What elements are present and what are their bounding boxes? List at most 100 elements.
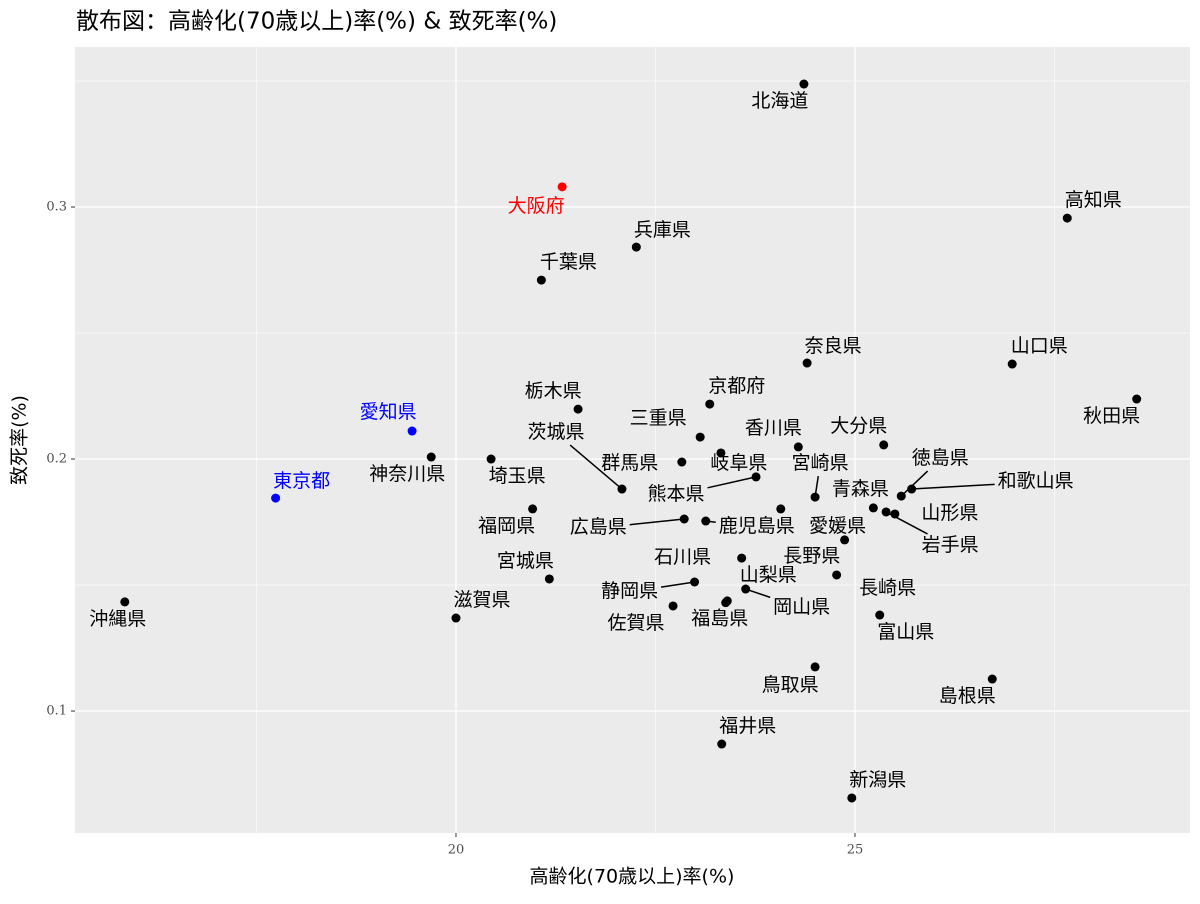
- point-label: 香川県: [745, 417, 802, 439]
- point: [907, 484, 917, 494]
- point-label: 福井県: [719, 715, 776, 737]
- point-label: 青森県: [832, 478, 889, 500]
- point: [679, 514, 689, 524]
- point: [751, 472, 761, 482]
- point-label: 高知県: [1065, 189, 1122, 211]
- point-label: 熊本県: [648, 483, 705, 505]
- point: [271, 493, 281, 503]
- point-label: 新潟県: [849, 769, 906, 791]
- y-tick-label: 0.3: [46, 200, 67, 215]
- point-label: 長崎県: [859, 577, 916, 599]
- leader-line: [660, 581, 695, 588]
- point: [832, 570, 842, 580]
- point-label: 千葉県: [540, 251, 597, 273]
- point: [407, 426, 417, 436]
- point-label: 東京都: [273, 470, 330, 492]
- point: [701, 516, 711, 526]
- point: [690, 577, 700, 587]
- point: [810, 492, 820, 502]
- point: [890, 509, 900, 519]
- point: [868, 503, 878, 513]
- x-tick-label: 20: [448, 843, 465, 858]
- point: [987, 674, 997, 684]
- point: [557, 182, 567, 192]
- x-tick-label: 25: [847, 843, 864, 858]
- leader-line: [900, 470, 929, 497]
- point: [120, 597, 130, 607]
- point: [717, 739, 727, 749]
- point-label: 岐阜県: [710, 452, 767, 474]
- chart-title: 散布図：高齢化(70歳以上)率(%) & 致死率(%): [76, 9, 557, 35]
- point-label: 奈良県: [805, 335, 862, 357]
- point: [896, 491, 906, 501]
- point-label: 宮城県: [497, 550, 554, 572]
- point: [426, 452, 436, 462]
- point-label: 北海道: [751, 90, 808, 112]
- y-tick-label: 0.1: [46, 704, 67, 719]
- point-label: 兵庫県: [634, 219, 691, 241]
- point-label: 佐賀県: [608, 612, 665, 634]
- point-label: 大阪府: [508, 195, 565, 217]
- point: [721, 598, 731, 608]
- leader-line: [569, 444, 623, 490]
- point: [810, 662, 820, 672]
- point: [631, 242, 641, 252]
- point-label: 神奈川県: [369, 463, 445, 485]
- y-axis-title: 致死率(%): [9, 395, 31, 485]
- point-label: 島根県: [939, 685, 996, 707]
- point: [847, 793, 857, 803]
- point: [737, 553, 747, 563]
- point: [793, 442, 803, 452]
- point: [879, 440, 889, 450]
- point-label: 秋田県: [1083, 405, 1140, 427]
- point-label: 福岡県: [478, 515, 535, 537]
- point: [802, 358, 812, 368]
- point-label: 茨城県: [527, 421, 584, 443]
- point-label: 山梨県: [740, 564, 797, 586]
- point-label: 群馬県: [601, 452, 658, 474]
- point-label: 栃木県: [525, 380, 582, 402]
- point: [451, 613, 461, 623]
- point-label: 静岡県: [601, 580, 658, 602]
- point: [1062, 213, 1072, 223]
- point: [741, 584, 751, 594]
- point-label: 山口県: [1011, 335, 1068, 357]
- point: [677, 457, 687, 467]
- y-tick-label: 0.2: [46, 452, 67, 467]
- point-label: 徳島県: [912, 447, 969, 469]
- point: [486, 454, 496, 464]
- point-label: 長野県: [783, 545, 840, 567]
- point-label: 富山県: [877, 621, 934, 643]
- point-label: 岩手県: [922, 534, 979, 556]
- point: [776, 504, 786, 514]
- point: [881, 507, 891, 517]
- point-label: 石川県: [654, 546, 711, 568]
- point: [573, 404, 583, 414]
- point-label: 山形県: [921, 502, 978, 524]
- point: [1007, 359, 1017, 369]
- point: [617, 484, 627, 494]
- x-axis-title: 高齢化(70歳以上)率(%): [530, 866, 735, 888]
- leader-line: [629, 518, 685, 526]
- point-label: 岡山県: [773, 596, 830, 618]
- point-label: 大分県: [830, 415, 887, 437]
- point-label: 福島県: [691, 608, 748, 630]
- leader-line: [911, 483, 995, 490]
- point: [536, 275, 546, 285]
- point-label: 沖縄県: [89, 608, 146, 630]
- panel: [75, 47, 1190, 833]
- point-label: 宮崎県: [792, 452, 849, 474]
- point: [1132, 394, 1142, 404]
- point-label: 鳥取県: [762, 674, 819, 696]
- point: [705, 399, 715, 409]
- leader-line: [707, 476, 757, 489]
- point: [799, 79, 809, 89]
- point-label: 和歌山県: [998, 470, 1074, 492]
- point: [716, 448, 726, 458]
- point: [544, 574, 554, 584]
- point-label: 埼玉県: [489, 465, 546, 487]
- point: [695, 432, 705, 442]
- point-label: 滋賀県: [453, 589, 510, 611]
- point-label: 愛知県: [360, 401, 417, 423]
